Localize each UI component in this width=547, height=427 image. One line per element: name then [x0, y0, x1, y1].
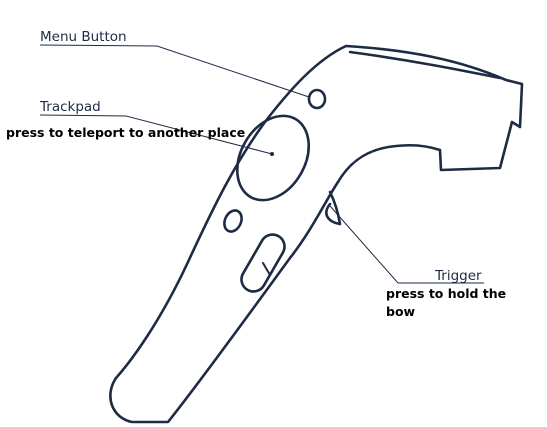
trackpad-label: Trackpad: [39, 99, 101, 115]
menu-button-label: Menu Button: [40, 29, 127, 45]
menu-button-leader: [39, 44, 310, 98]
controller-outline: [109, 44, 524, 424]
grip-button: [240, 233, 286, 293]
menu-button: [307, 88, 327, 110]
trigger-leader: [329, 205, 484, 284]
grip-button-line: [262, 262, 271, 276]
system-button: [223, 209, 243, 233]
trigger-note-line2: bow: [386, 304, 416, 319]
controller-head-ridge: [348, 50, 502, 80]
trigger-note-line1: press to hold the: [386, 286, 506, 301]
trackpad-note: press to teleport to another place: [6, 125, 245, 140]
trackpad: [236, 114, 310, 202]
trackpad-leader: [39, 114, 273, 155]
trigger-label: Trigger: [434, 268, 482, 284]
trigger: [325, 190, 342, 226]
